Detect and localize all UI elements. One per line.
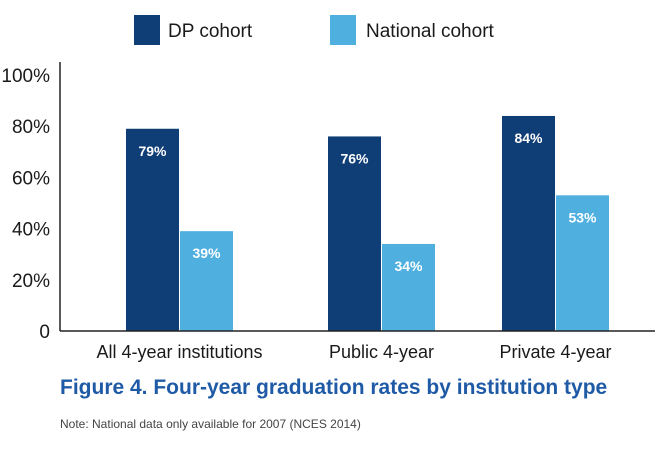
data-label-dp-3: 84% bbox=[514, 130, 543, 146]
y-tick-label: 80% bbox=[12, 117, 50, 138]
bar-national-1 bbox=[180, 231, 233, 331]
legend-swatch-2 bbox=[330, 15, 356, 45]
x-category-label-1: All 4-year institutions bbox=[96, 342, 262, 362]
data-label-national-2: 34% bbox=[394, 258, 423, 274]
legend-swatch-1 bbox=[134, 15, 160, 45]
bar-dp-3 bbox=[502, 115, 555, 332]
y-tick-label: 20% bbox=[12, 271, 50, 292]
bars-group: 79% 39% 76% 34% 84% 53% bbox=[126, 115, 609, 332]
bar-dp-2 bbox=[328, 136, 381, 331]
figure-note: Note: National data only available for 2… bbox=[60, 417, 361, 431]
data-label-dp-2: 76% bbox=[340, 150, 369, 166]
legend-label-1: DP cohort bbox=[168, 21, 253, 42]
y-tick-label: 0 bbox=[39, 322, 50, 343]
bar-national-3 bbox=[556, 195, 609, 331]
legend-label-2: National cohort bbox=[366, 21, 495, 42]
x-category-label-3: Private 4-year bbox=[499, 342, 611, 362]
y-axis-ticks: 0 20% 40% 60% 80% 100% bbox=[1, 66, 50, 343]
data-label-dp-1: 79% bbox=[138, 143, 167, 159]
chart-legend: DP cohort National cohort bbox=[134, 15, 495, 45]
axes bbox=[59, 62, 655, 332]
y-tick-label: 60% bbox=[12, 168, 50, 189]
bar-national-2 bbox=[382, 243, 435, 331]
data-label-national-3: 53% bbox=[568, 209, 597, 225]
y-tick-label: 100% bbox=[1, 66, 50, 87]
bar-dp-1 bbox=[126, 128, 179, 331]
x-axis-categories: All 4-year institutions Public 4-year Priv… bbox=[96, 342, 611, 362]
data-label-national-1: 39% bbox=[192, 245, 221, 261]
figure-caption: Figure 4. Four-year graduation rates by … bbox=[60, 376, 608, 399]
x-category-label-2: Public 4-year bbox=[329, 342, 434, 362]
y-tick-label: 40% bbox=[12, 220, 50, 241]
